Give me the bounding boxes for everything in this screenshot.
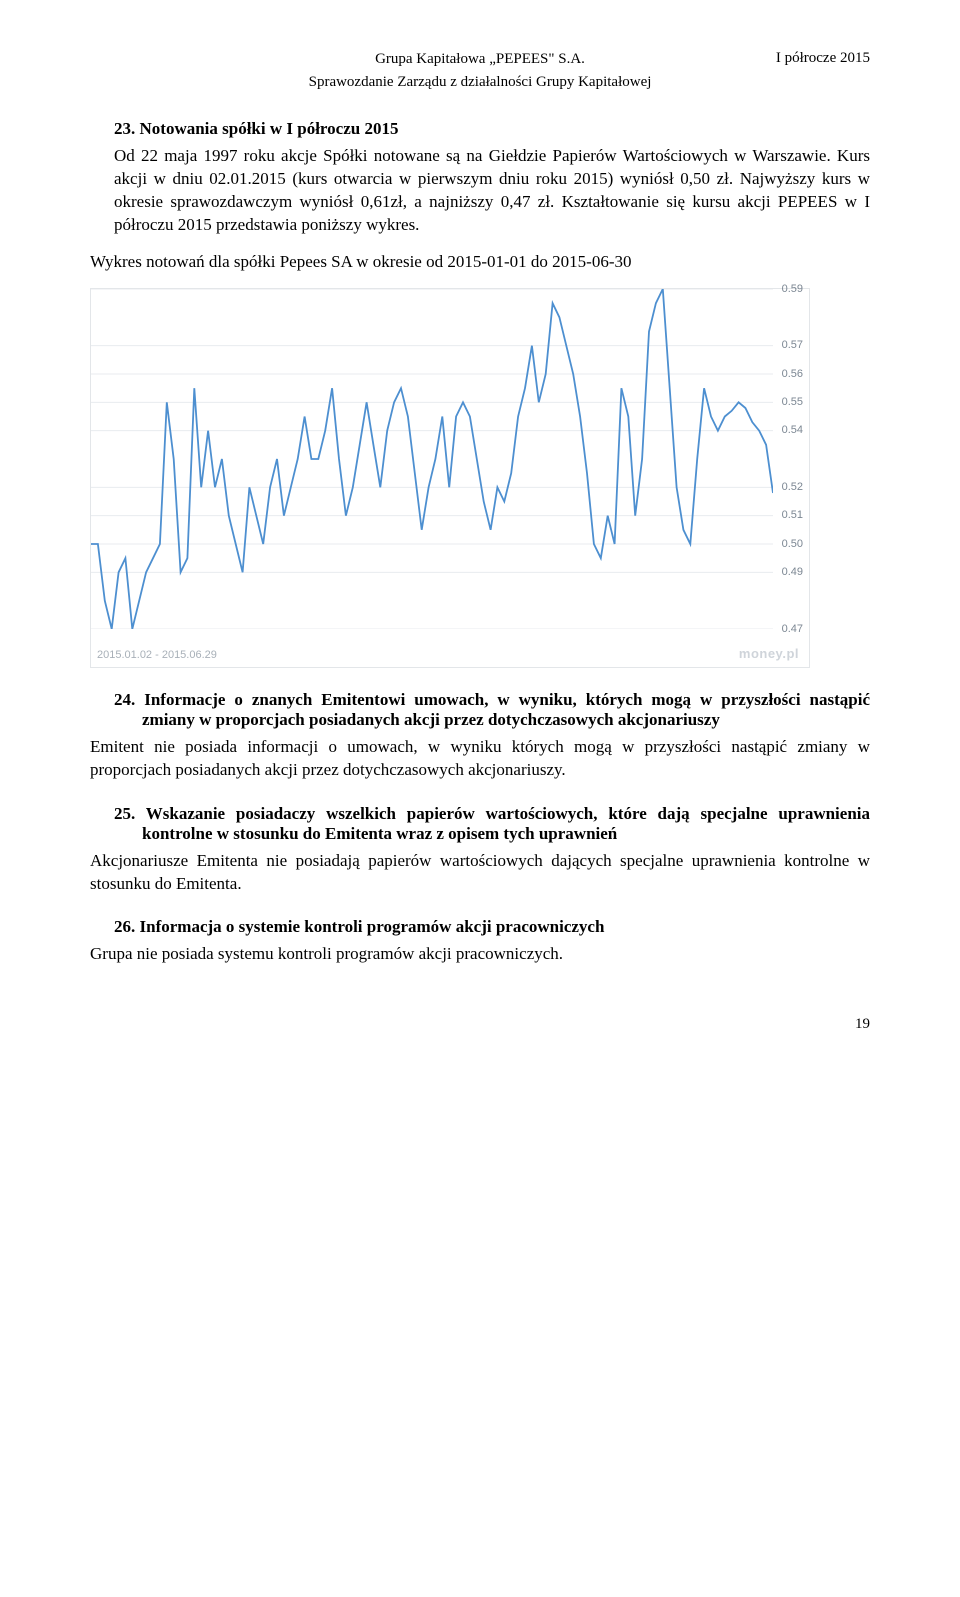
section-26-body: Grupa nie posiada systemu kontroli progr… xyxy=(90,943,870,966)
section-23-title: 23. Notowania spółki w I półroczu 2015 xyxy=(90,119,870,139)
section-23-p2: Wykres notowań dla spółki Pepees SA w ok… xyxy=(90,251,870,274)
chart-y-axis-labels: 0.470.490.500.510.520.540.550.560.570.59 xyxy=(771,289,803,629)
header-company: Grupa Kapitałowa „PEPEES" S.A. xyxy=(375,51,585,67)
section-26-title: 26. Informacja o systemie kontroli progr… xyxy=(90,917,870,937)
chart-watermark: money.pl xyxy=(739,646,799,661)
header-period: I półrocze 2015 xyxy=(776,50,870,67)
document-page: Grupa Kapitałowa „PEPEES" S.A. I półrocz… xyxy=(0,0,960,1073)
section-25-title: 25. Wskazanie posiadaczy wszelkich papie… xyxy=(90,804,870,844)
chart-date-range: 2015.01.02 - 2015.06.29 xyxy=(97,649,217,661)
stock-chart: 0.470.490.500.510.520.540.550.560.570.59… xyxy=(90,288,810,668)
section-24-body: Emitent nie posiada informacji o umowach… xyxy=(90,736,870,782)
page-header: Grupa Kapitałowa „PEPEES" S.A. I półrocz… xyxy=(90,50,870,68)
section-25-body: Akcjonariusze Emitenta nie posiadają pap… xyxy=(90,850,870,896)
section-23-p1: Od 22 maja 1997 roku akcje Spółki notowa… xyxy=(90,145,870,237)
page-number: 19 xyxy=(90,1016,870,1033)
chart-svg xyxy=(91,289,773,629)
header-report: Sprawozdanie Zarządu z działalności Grup… xyxy=(90,74,870,91)
section-24-title: 24. Informacje o znanych Emitentowi umow… xyxy=(90,690,870,730)
